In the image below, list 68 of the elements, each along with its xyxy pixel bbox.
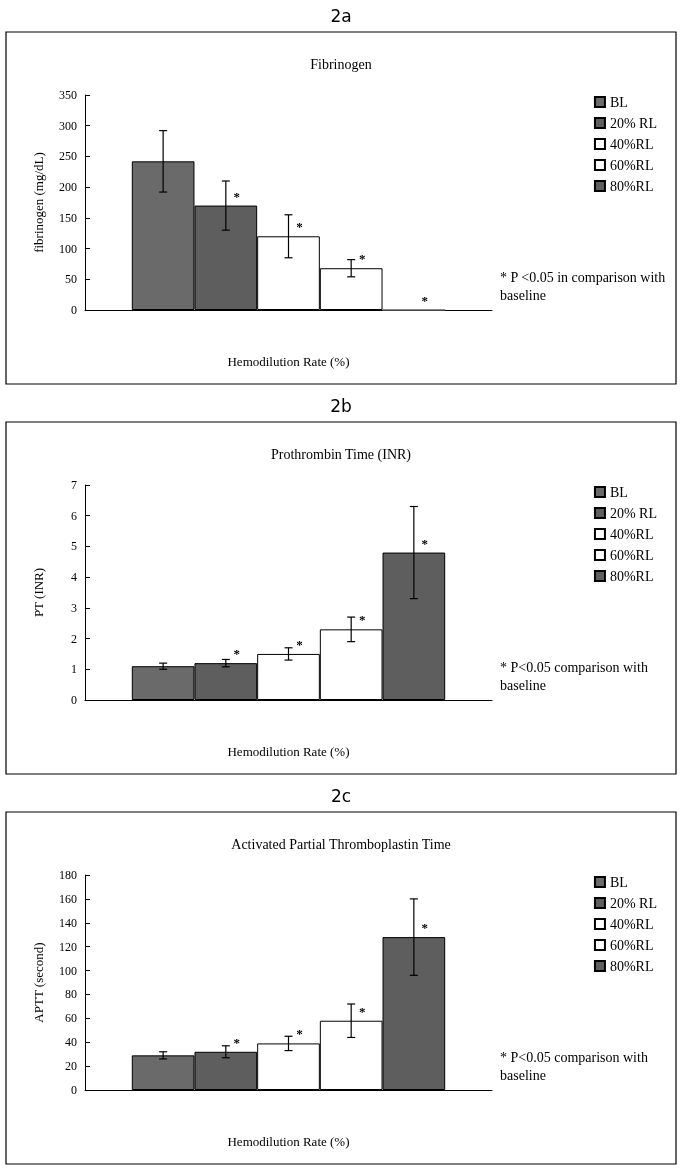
data-label: *	[358, 251, 366, 267]
legend-label: 60%RL	[609, 547, 654, 563]
data-label: *	[233, 188, 241, 204]
text: * P<0.05 comparison with baseline	[500, 659, 652, 693]
y-tick-label: 5	[71, 539, 77, 554]
y-axis-title: APTT (second)	[31, 942, 46, 1023]
x-axis-title: Hemodilution Rate (%)	[227, 354, 350, 369]
legend-label: 80%RL	[609, 958, 654, 974]
text: * P <0.05 in comparison with baseline	[500, 269, 669, 303]
data-label: *	[296, 636, 303, 652]
y-tick-label: 6	[71, 508, 77, 523]
y-tick-label: 300	[59, 118, 77, 133]
y-tick-label: 80	[65, 987, 77, 1002]
data-label: *	[421, 292, 429, 308]
x-axis-title: Hemodilution Rate (%)	[227, 744, 350, 759]
y-tick-label: 20	[65, 1059, 77, 1074]
y-tick-label: 40	[65, 1035, 77, 1050]
y-tick-label: 50	[65, 272, 77, 287]
legend-label: 60%RL	[609, 937, 654, 953]
legend-label: BL	[609, 94, 628, 110]
data-label: *	[358, 612, 366, 628]
y-tick-label: 140	[59, 915, 77, 930]
chart-subtitle: Fibrinogen	[310, 56, 372, 72]
legend-label: 80%RL	[609, 568, 654, 584]
y-tick-label: 0	[71, 1083, 77, 1097]
y-tick-label: 150	[59, 210, 77, 225]
data-label: *	[421, 535, 429, 551]
data-label: *	[421, 920, 429, 936]
chart-title: 2b	[330, 395, 352, 416]
data-label: *	[296, 219, 303, 235]
legend-label: 20% RL	[609, 115, 658, 131]
y-axis-title: PT (INR)	[31, 567, 46, 618]
y-tick-label: 100	[59, 241, 77, 256]
y-tick-label: 160	[59, 891, 77, 906]
data-label: *	[233, 646, 241, 662]
data-label: *	[233, 1034, 241, 1050]
x-axis-title: Hemodilution Rate (%)	[227, 1134, 350, 1149]
data-label: *	[296, 1026, 303, 1042]
y-tick-label: 200	[59, 180, 77, 195]
legend-label: 80%RL	[609, 178, 654, 194]
legend-label: 40%RL	[609, 526, 654, 542]
legend-label: 60%RL	[609, 157, 654, 173]
y-tick-label: 0	[71, 303, 77, 317]
legend-label: 40%RL	[609, 916, 654, 932]
text: * P<0.05 comparison with baseline	[500, 1049, 652, 1083]
legend-label: 40%RL	[609, 136, 654, 152]
chart-title: 2c	[330, 785, 352, 806]
y-tick-label: 1	[71, 662, 77, 677]
data-label: *	[358, 1003, 366, 1019]
legend-label: BL	[609, 484, 628, 500]
legend-label: 20% RL	[609, 895, 658, 911]
y-tick-label: 180	[59, 868, 77, 882]
chart-title: 2a	[330, 5, 352, 26]
y-tick-label: 4	[71, 570, 77, 585]
y-tick-label: 0	[71, 693, 77, 707]
y-tick-label: 2	[71, 631, 77, 646]
y-tick-label: 100	[59, 963, 77, 978]
chart-subtitle: Prothrombin Time (INR)	[270, 446, 412, 463]
legend-label: BL	[609, 874, 628, 890]
y-tick-label: 350	[59, 88, 77, 102]
y-tick-label: 120	[59, 939, 77, 954]
y-tick-label: 60	[65, 1011, 77, 1026]
chart-subtitle: Activated Partial Thromboplastin Time	[231, 836, 451, 852]
legend-label: 20% RL	[609, 505, 658, 521]
y-tick-label: 7	[71, 478, 77, 492]
y-tick-label: 250	[59, 149, 77, 164]
y-tick-label: 3	[71, 600, 77, 615]
y-axis-title: fibrinogen (mg/dL)	[31, 152, 46, 253]
